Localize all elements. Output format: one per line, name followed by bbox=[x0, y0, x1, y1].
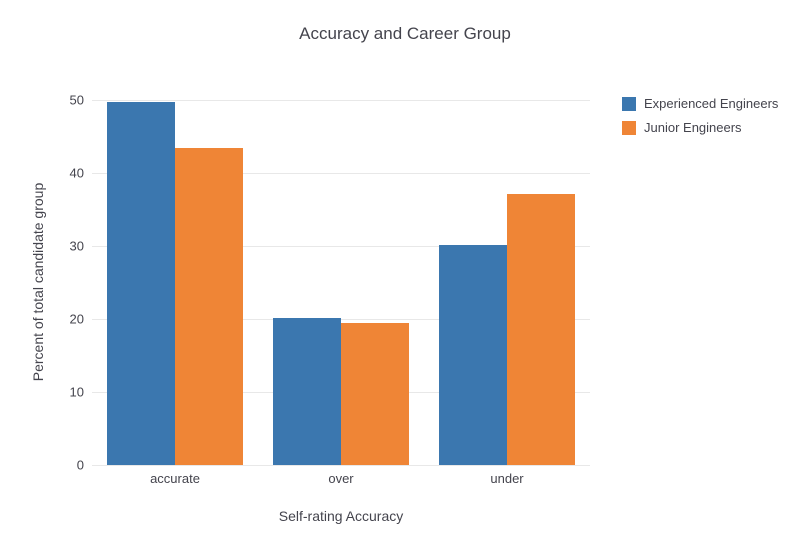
y-tick-label: 50 bbox=[69, 92, 84, 108]
plot-area bbox=[92, 100, 590, 466]
bar-accurate-junior-engineers bbox=[175, 148, 244, 465]
legend-label: Experienced Engineers bbox=[644, 96, 779, 111]
x-tick-label-over: over bbox=[328, 471, 354, 486]
bar-group-accurate bbox=[106, 100, 244, 465]
bars-layer bbox=[92, 100, 590, 465]
legend-item-experienced-engineers: Experienced Engineers bbox=[622, 96, 778, 111]
x-tick-label-under: under bbox=[490, 471, 524, 486]
chart-title: Accuracy and Career Group bbox=[299, 24, 511, 43]
gridline bbox=[92, 465, 590, 466]
y-axis-tick-labels: 0 10 20 30 40 50 bbox=[0, 93, 84, 473]
x-tick-label-accurate: accurate bbox=[150, 471, 200, 486]
bar-group-over bbox=[272, 100, 410, 465]
bar-over-junior-engineers bbox=[341, 322, 410, 465]
bar-under-junior-engineers bbox=[507, 194, 576, 465]
gridline bbox=[92, 319, 590, 320]
y-tick-label: 40 bbox=[69, 165, 84, 181]
gridline bbox=[92, 173, 590, 174]
legend-item-junior-engineers: Junior Engineers bbox=[622, 120, 778, 135]
gridline bbox=[92, 246, 590, 247]
legend-label: Junior Engineers bbox=[644, 120, 742, 135]
y-tick-label: 10 bbox=[69, 384, 84, 400]
gridline bbox=[92, 100, 590, 101]
y-tick-label: 20 bbox=[69, 311, 84, 327]
bar-group-under bbox=[438, 100, 576, 465]
legend-swatch bbox=[622, 96, 636, 111]
x-axis-title: Self-rating Accuracy bbox=[278, 508, 404, 524]
y-tick-label: 30 bbox=[69, 238, 84, 254]
legend: Experienced Engineers Junior Engineers bbox=[622, 96, 778, 135]
bar-accurate-experienced-engineers bbox=[106, 102, 175, 465]
y-tick-label: 0 bbox=[76, 457, 84, 473]
legend-swatch bbox=[622, 120, 636, 135]
x-axis-tick-labels: accurate over under bbox=[92, 471, 590, 486]
bar-over-experienced-engineers bbox=[272, 317, 341, 465]
bar-under-experienced-engineers bbox=[438, 244, 507, 465]
